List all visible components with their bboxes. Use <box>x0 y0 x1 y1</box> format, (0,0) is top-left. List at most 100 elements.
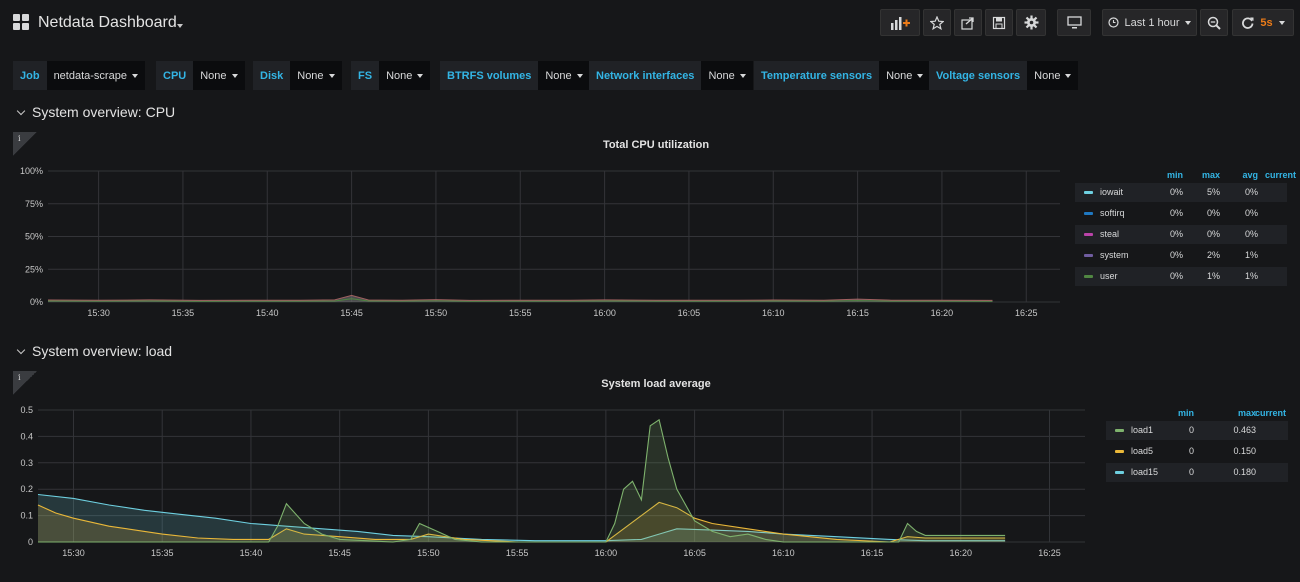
y-tick-label: 0.4 <box>20 431 33 441</box>
zoom-out-icon <box>1207 16 1221 30</box>
panel-info-corner[interactable]: i <box>13 132 37 156</box>
variable-fs: FS None <box>351 61 431 90</box>
x-tick-label: 15:50 <box>417 548 440 558</box>
x-tick-label: 16:10 <box>772 548 795 558</box>
panel-title[interactable]: System load average <box>601 378 711 390</box>
x-tick-label: 15:55 <box>506 548 529 558</box>
row-header-load[interactable]: System overview: load <box>16 343 173 359</box>
top-navbar: Netdata Dashboard Last 1 hour 5s <box>0 0 1300 46</box>
legend-value-min: 0 <box>1188 446 1194 456</box>
legend-value-min: 0% <box>1169 250 1183 260</box>
legend-value-max: 1% <box>1206 271 1220 281</box>
chevron-down-icon <box>417 73 424 78</box>
x-tick-label: 15:35 <box>151 548 174 558</box>
row-title: System overview: load <box>32 343 173 359</box>
legend-series-name: iowait <box>1100 187 1124 197</box>
x-tick-label: 16:25 <box>1015 308 1038 318</box>
share-dashboard-button[interactable] <box>954 9 982 36</box>
legend-item-iowait[interactable]: iowait 0% 5% 0% <box>1075 183 1287 202</box>
legend-value-avg: 0% <box>1244 208 1258 218</box>
chevron-down-icon <box>16 106 26 115</box>
load-legend: min max current load1 0 0.463 load5 0 0.150 load1… <box>1106 408 1288 488</box>
series-load1-area <box>38 419 1006 542</box>
legend-item-softirq[interactable]: softirq 0% 0% 0% <box>1075 204 1287 223</box>
time-range-label: Last 1 hour <box>1124 16 1180 29</box>
variable-voltage-select[interactable]: None <box>1027 61 1079 90</box>
variable-value: None <box>886 69 913 82</box>
legend-value-avg: 1% <box>1244 250 1258 260</box>
load-average-chart[interactable]: 0 0.1 0.2 0.3 0.4 0.5 15:30 15:35 15:40 15:45 15:5… <box>0 398 1090 568</box>
legend-swatch <box>1084 233 1093 236</box>
save-dashboard-button[interactable] <box>985 9 1013 36</box>
dashboards-grid-icon[interactable] <box>13 14 30 31</box>
variable-disk-select[interactable]: None <box>290 61 342 90</box>
legend-swatch <box>1084 212 1093 215</box>
legend-series-name: steal <box>1100 229 1120 239</box>
legend-header-avg: avg <box>1242 170 1258 180</box>
gear-icon <box>1024 15 1038 30</box>
legend-value-max: 0.180 <box>1233 467 1256 477</box>
add-panel-icon <box>891 16 910 30</box>
chevron-down-icon <box>739 73 746 78</box>
x-tick-label: 16:20 <box>950 548 973 558</box>
row-header-cpu[interactable]: System overview: CPU <box>16 104 175 120</box>
dashboard-picker-caret-icon[interactable] <box>177 24 183 28</box>
legend-value-avg: 1% <box>1244 271 1258 281</box>
legend-series-name: load1 <box>1131 425 1154 435</box>
panel-info-corner[interactable]: i <box>13 371 37 395</box>
x-tick-label: 16:05 <box>678 308 701 318</box>
variable-cpu-select[interactable]: None <box>193 61 245 90</box>
time-range-picker[interactable]: Last 1 hour <box>1102 9 1197 36</box>
star-dashboard-button[interactable] <box>923 9 951 36</box>
variable-cpu: CPU None <box>156 61 245 90</box>
star-icon <box>930 15 944 30</box>
legend-swatch <box>1115 429 1124 432</box>
dashboard-title[interactable]: Netdata Dashboard <box>38 14 177 31</box>
variable-label: BTRFS volumes <box>440 61 539 90</box>
variable-fs-select[interactable]: None <box>379 61 431 90</box>
series-load5-area <box>38 502 1006 542</box>
variable-label: CPU <box>156 61 194 90</box>
refresh-icon <box>1242 17 1254 29</box>
legend-series-name: softirq <box>1100 208 1125 218</box>
variable-temperature-select[interactable]: None <box>879 61 931 90</box>
zoom-out-button[interactable] <box>1200 9 1228 36</box>
variable-label: Job <box>13 61 47 90</box>
variable-job: Job netdata-scrape <box>13 61 145 90</box>
legend-value-max: 5% <box>1206 187 1220 197</box>
info-icon: i <box>18 134 21 143</box>
y-tick-label: 0.5 <box>20 405 33 415</box>
chevron-down-icon <box>131 73 138 78</box>
x-tick-label: 15:40 <box>240 548 263 558</box>
dashboard-settings-button[interactable] <box>1016 9 1046 36</box>
legend-header-max: max <box>1201 170 1220 180</box>
legend-item-load5[interactable]: load5 0 0.150 <box>1106 442 1288 461</box>
refresh-interval-picker[interactable]: 5s <box>1232 9 1294 36</box>
cpu-utilization-chart[interactable]: 0% 25% 50% 75% 100% 15:30 15:35 15:40 15:45 15:50… <box>0 160 1070 325</box>
variable-btrfs-select[interactable]: None <box>538 61 590 90</box>
chevron-down-icon <box>1278 20 1285 25</box>
chevron-down-icon <box>16 345 26 354</box>
legend-item-system[interactable]: system 0% 2% 1% <box>1075 246 1287 265</box>
view-mode-button[interactable] <box>1057 9 1091 36</box>
variable-job-select[interactable]: netdata-scrape <box>46 61 145 90</box>
monitor-icon <box>1066 16 1082 29</box>
legend-value-min: 0% <box>1169 271 1183 281</box>
legend-item-steal[interactable]: steal 0% 0% 0% <box>1075 225 1287 244</box>
legend-swatch <box>1084 191 1093 194</box>
variable-network-select[interactable]: None <box>701 61 753 90</box>
legend-item-user[interactable]: user 0% 1% 1% <box>1075 267 1287 286</box>
legend-series-name: system <box>1100 250 1129 260</box>
legend-value-min: 0 <box>1188 467 1194 477</box>
add-panel-button[interactable] <box>880 9 920 36</box>
variable-voltage-sensors: Voltage sensors None <box>929 61 1079 90</box>
cpu-legend: min max avg current iowait 0% 5% 0% softirq 0% 0% 0… <box>1075 170 1296 290</box>
x-tick-label: 15:40 <box>256 308 279 318</box>
save-icon <box>992 16 1006 29</box>
legend-item-load15[interactable]: load15 0 0.180 <box>1106 463 1288 482</box>
legend-item-load1[interactable]: load1 0 0.463 <box>1106 421 1288 440</box>
panel-title[interactable]: Total CPU utilization <box>602 139 710 151</box>
variable-label: FS <box>351 61 380 90</box>
legend-value-min: 0% <box>1169 187 1183 197</box>
x-tick-label: 16:00 <box>595 548 618 558</box>
